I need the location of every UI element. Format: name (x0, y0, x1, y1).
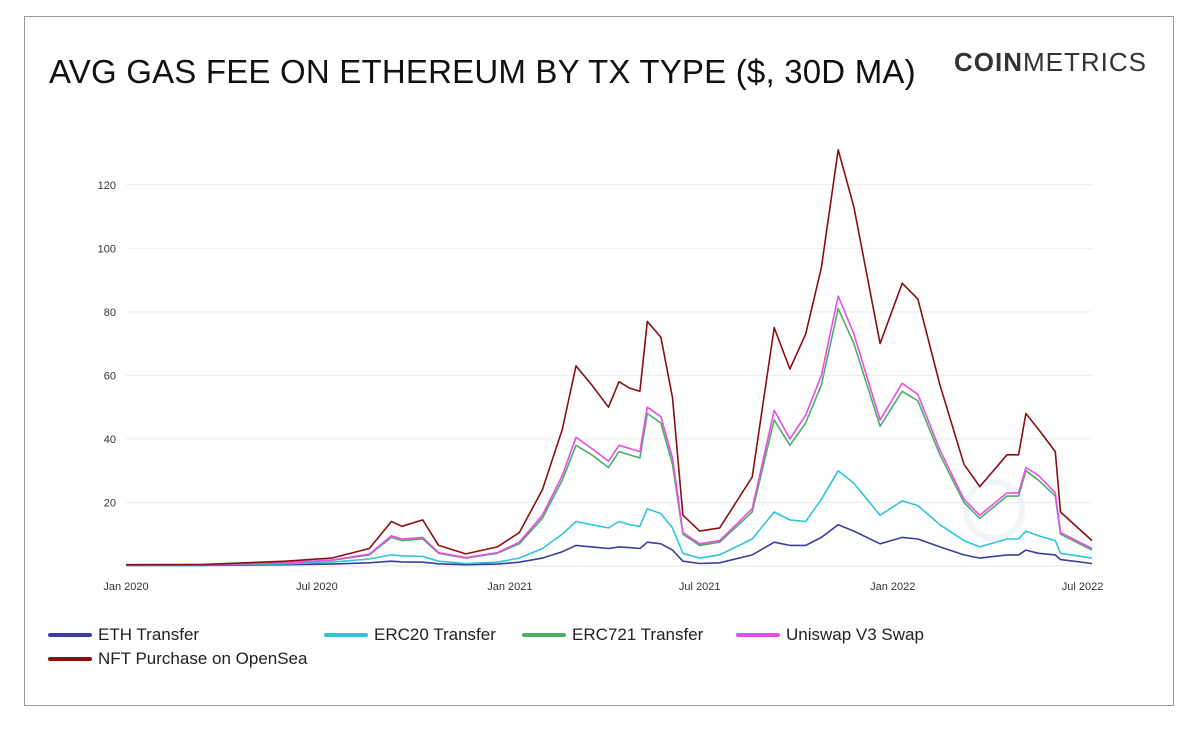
y-tick-label: 40 (104, 434, 116, 446)
brand-logo: COINMETRICS (954, 47, 1147, 78)
legend-swatch (48, 657, 92, 661)
series-line-erc721-transfer (125, 307, 1093, 566)
x-tick-label: Jul 2021 (679, 581, 721, 593)
legend-label: ERC721 Transfer (572, 625, 704, 644)
legend-swatch (522, 633, 566, 637)
series-line-erc20-transfer (126, 469, 1093, 566)
legend-label: NFT Purchase on OpenSea (98, 649, 308, 668)
x-tick-label: Jan 2021 (487, 581, 532, 593)
y-tick-label: 120 (98, 180, 116, 192)
legend-swatch (48, 633, 92, 637)
legend-item-eth-transfer: ETH Transfer (48, 625, 199, 645)
y-tick-label: 60 (104, 370, 116, 382)
y-tick-label: 20 (104, 497, 116, 509)
x-tick-label: Jul 2022 (1062, 581, 1104, 593)
legend-swatch (736, 633, 780, 637)
legend-item-erc721-transfer: ERC721 Transfer (522, 625, 703, 645)
series-line-eth-transfer (126, 523, 1093, 567)
brand-logo-bold: COIN (954, 47, 1023, 77)
y-tick-label: 100 (98, 243, 116, 255)
legend-item-uniswap-v3-swap: Uniswap V3 Swap (736, 625, 924, 645)
x-tick-label: Jan 2022 (870, 581, 915, 593)
legend-item-nft-purchase-on-opensea: NFT Purchase on OpenSea (48, 649, 307, 669)
legend-label: ERC20 Transfer (374, 625, 496, 644)
series-line-uniswap-v3-swap (125, 295, 1093, 566)
legend-label: Uniswap V3 Swap (786, 625, 924, 644)
watermark-logo (963, 479, 1025, 541)
legend-item-erc20-transfer: ERC20 Transfer (324, 625, 496, 645)
chart-title: AVG GAS FEE ON ETHEREUM BY TX TYPE ($, 3… (49, 53, 916, 90)
chart-frame: AVG GAS FEE ON ETHEREUM BY TX TYPE ($, 3… (24, 16, 1174, 706)
brand-logo-light: METRICS (1023, 47, 1147, 77)
x-tick-label: Jul 2020 (296, 581, 338, 593)
legend-swatch (324, 633, 368, 637)
series-line-nft-purchase-on-opensea (125, 149, 1093, 566)
legend-label: ETH Transfer (98, 625, 200, 644)
x-tick-label: Jan 2020 (103, 581, 148, 593)
y-tick-label: 80 (104, 307, 116, 319)
